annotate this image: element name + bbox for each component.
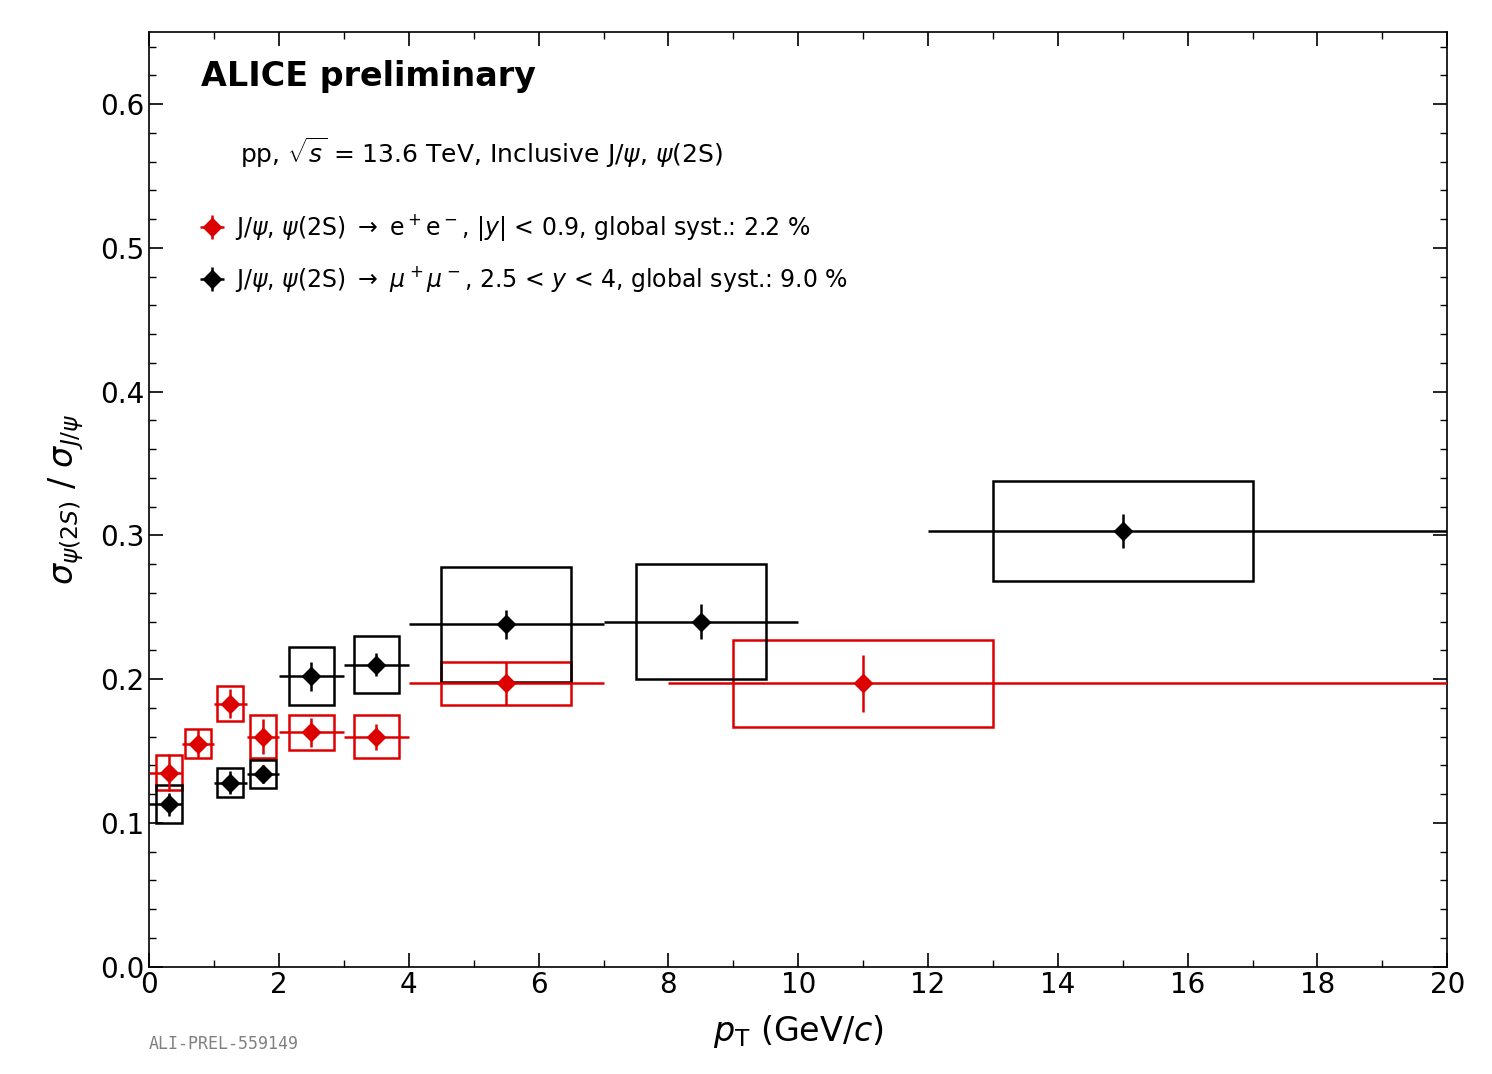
Bar: [994, 481, 1253, 581]
Bar: [734, 640, 994, 726]
Bar: [249, 759, 276, 788]
X-axis label: $p_{\rm T}$ (GeV/$c$): $p_{\rm T}$ (GeV/$c$): [713, 1014, 883, 1050]
Bar: [354, 715, 398, 758]
Text: ALI-PREL-559149: ALI-PREL-559149: [149, 1034, 300, 1053]
Bar: [442, 662, 571, 705]
Bar: [155, 755, 182, 789]
Bar: [155, 785, 182, 823]
Bar: [289, 715, 334, 750]
Text: pp, $\sqrt{s}$ = 13.6 TeV, Inclusive J/$\psi$, $\psi$(2S): pp, $\sqrt{s}$ = 13.6 TeV, Inclusive J/$…: [240, 135, 724, 170]
Bar: [218, 768, 243, 797]
Bar: [354, 636, 398, 694]
Bar: [185, 729, 210, 758]
Bar: [289, 648, 334, 705]
Bar: [249, 715, 276, 758]
Text: ALICE preliminary: ALICE preliminary: [201, 60, 536, 93]
Legend: J/$\psi$, $\psi$(2S) $\rightarrow$ e$^+$e$^-$, |$y$| < 0.9, global syst.: 2.2 %,: J/$\psi$, $\psi$(2S) $\rightarrow$ e$^+$…: [200, 213, 849, 294]
Bar: [636, 564, 765, 679]
Bar: [218, 686, 243, 721]
Bar: [442, 567, 571, 682]
Y-axis label: $\sigma_{\psi(2S)}$ / $\sigma_{J/\psi}$: $\sigma_{\psi(2S)}$ / $\sigma_{J/\psi}$: [46, 413, 87, 585]
